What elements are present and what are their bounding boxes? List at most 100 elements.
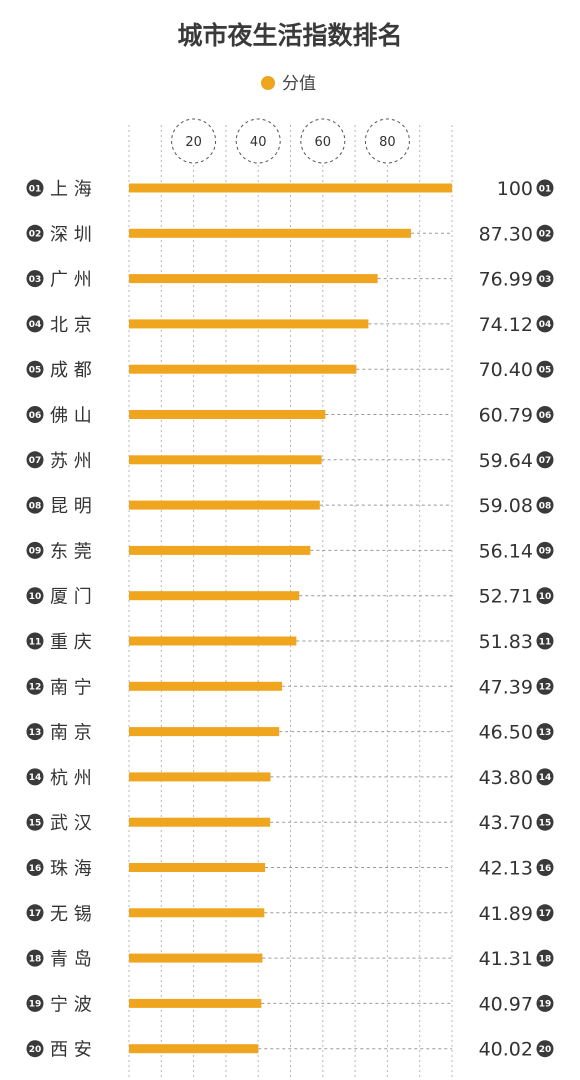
rank-badge-right (536, 632, 554, 650)
rank-number-right: 13 (539, 728, 552, 738)
rank-number-left: 16 (29, 864, 42, 874)
category-label: 重 庆 (50, 632, 92, 653)
tick-label-40: 40 (250, 135, 267, 150)
rank-badge-right (536, 406, 554, 423)
value-label: 100 (497, 178, 533, 200)
category-label: 北 京 (50, 315, 92, 336)
rank-number-left: 06 (29, 411, 42, 421)
rank-badge-right (536, 768, 554, 786)
rank-number-right: 05 (539, 366, 552, 376)
rank-number-right: 14 (539, 773, 552, 783)
rank-badge-left (26, 406, 44, 423)
legend-swatch (261, 76, 275, 90)
category-label: 宁 波 (50, 994, 92, 1015)
rank-badge-left (26, 587, 44, 605)
rank-number-right: 15 (539, 819, 552, 829)
rank-badge-left (26, 904, 44, 922)
rank-badge-left (26, 179, 44, 197)
rank-badge-left (26, 813, 44, 831)
category-label: 青 岛 (50, 949, 92, 970)
category-label: 成 都 (50, 360, 92, 381)
bar (129, 636, 297, 646)
rank-badge-left (26, 270, 44, 288)
grid-lines (128, 125, 453, 1080)
rank-number-left: 01 (29, 184, 42, 194)
value-label: 47.39 (479, 676, 533, 698)
rank-number-left: 14 (29, 773, 42, 783)
rank-number-left: 12 (29, 683, 42, 693)
rank-badge-left (26, 632, 44, 650)
rank-badge-right (536, 451, 554, 469)
category-label: 佛 山 (50, 406, 92, 427)
category-label: 广 州 (50, 270, 92, 291)
bar (129, 681, 283, 691)
category-label: 东 莞 (50, 541, 92, 562)
rank-badge-right (536, 315, 554, 333)
rank-badge-left (26, 859, 44, 876)
bar (129, 1044, 259, 1054)
value-label: 46.50 (479, 722, 533, 744)
rank-badge-right (536, 541, 554, 559)
value-label: 76.99 (479, 269, 533, 291)
category-label: 昆 明 (50, 496, 92, 517)
rank-number-right: 19 (539, 1000, 552, 1010)
rank-number-right: 06 (539, 411, 552, 421)
tick-circle-80 (364, 118, 410, 164)
category-label: 苏 州 (50, 451, 92, 472)
category-label: 深 圳 (50, 224, 92, 245)
rank-badge-left (26, 496, 44, 514)
rank-number-right: 16 (539, 864, 552, 874)
bar (129, 727, 280, 737)
chart-title: 城市夜生活指数排名 (177, 21, 402, 50)
rank-badge-right (536, 994, 554, 1012)
rank-badge-right (536, 859, 554, 876)
value-label: 60.79 (479, 405, 533, 427)
rank-badge-right (536, 360, 554, 378)
bar (129, 410, 326, 419)
category-label: 无 锡 (50, 904, 92, 925)
value-label: 42.13 (479, 858, 533, 880)
tick-label-80: 80 (379, 135, 396, 150)
bar (129, 183, 452, 193)
bar (129, 545, 311, 555)
value-label: 70.40 (479, 359, 533, 381)
category-label: 上 海 (50, 179, 92, 200)
category-label: 珠 海 (50, 859, 92, 880)
rank-number-left: 11 (29, 637, 42, 647)
bar (129, 500, 320, 510)
tick-circle-40 (235, 118, 281, 164)
rank-badge-left (26, 224, 44, 242)
rank-number-right: 20 (539, 1045, 552, 1055)
rank-number-right: 09 (539, 547, 552, 557)
category-label: 厦 门 (50, 587, 92, 608)
tick-circle-20 (171, 118, 217, 164)
value-label: 40.97 (479, 993, 533, 1015)
tick-label-60: 60 (315, 135, 332, 150)
rank-badge-left (26, 541, 44, 559)
rank-number-left: 19 (29, 1000, 42, 1010)
rank-badge-right (536, 270, 554, 288)
bar (129, 998, 262, 1008)
rank-badge-left (26, 1040, 44, 1058)
rank-badge-right (536, 179, 554, 197)
bar (129, 364, 357, 374)
bar (129, 817, 271, 827)
value-label: 59.08 (479, 495, 533, 517)
category-label: 西 安 (50, 1040, 92, 1061)
rank-number-left: 10 (29, 592, 42, 602)
value-label: 40.02 (479, 1039, 533, 1061)
rank-badge-left (26, 723, 44, 741)
category-label: 武 汉 (50, 813, 92, 834)
value-label: 51.83 (479, 631, 533, 653)
rank-badge-right (536, 1040, 554, 1058)
rank-badge-right (536, 949, 554, 967)
tick-circle-60 (300, 118, 346, 164)
rank-number-left: 08 (29, 501, 42, 511)
rank-number-right: 17 (539, 909, 552, 919)
rank-number-right: 01 (539, 184, 552, 194)
rank-badge-right (536, 496, 554, 514)
rank-badge-right (536, 813, 554, 831)
bar (129, 953, 263, 963)
rank-badge-right (536, 723, 554, 741)
rank-badge-left (26, 677, 44, 695)
